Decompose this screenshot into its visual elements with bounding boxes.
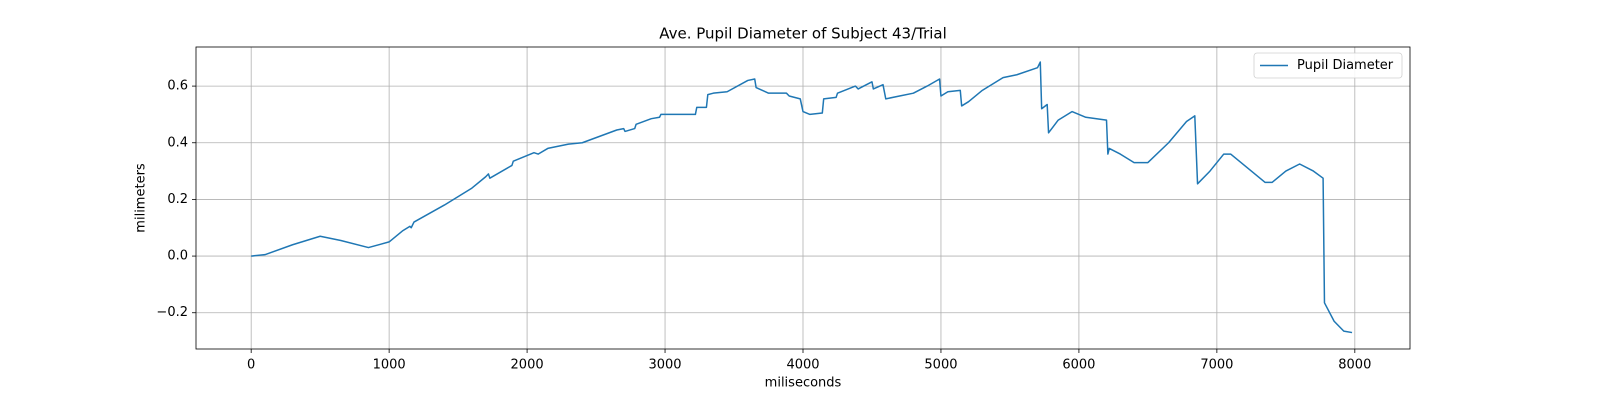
x-tick-label: 1000: [373, 358, 406, 373]
chart-title: Ave. Pupil Diameter of Subject 43/Trial: [659, 25, 947, 43]
x-tick-label: 5000: [924, 358, 957, 373]
y-tick-label: 0.0: [167, 249, 188, 264]
y-tick-label: 0.4: [167, 135, 188, 150]
y-tick-label: 0.2: [167, 192, 188, 207]
data-line: [251, 61, 1353, 334]
x-tick-label: 3000: [648, 358, 681, 373]
legend-label: Pupil Diameter: [1297, 58, 1394, 73]
legend-box: [1253, 52, 1403, 79]
x-tick-label: 4000: [786, 358, 819, 373]
x-tick-label: 0: [247, 358, 255, 373]
x-tick-label: 7000: [1200, 358, 1233, 373]
y-tick-label: −0.2: [156, 305, 188, 320]
x-tick-label: 8000: [1338, 358, 1371, 373]
x-axis-label: miliseconds: [765, 376, 842, 391]
x-tick-label: 2000: [511, 358, 544, 373]
plot-frame: [195, 46, 1411, 350]
y-tick-label: 0.6: [167, 79, 188, 94]
y-axis-label: milimeters: [134, 163, 149, 233]
x-tick-label: 6000: [1062, 358, 1095, 373]
